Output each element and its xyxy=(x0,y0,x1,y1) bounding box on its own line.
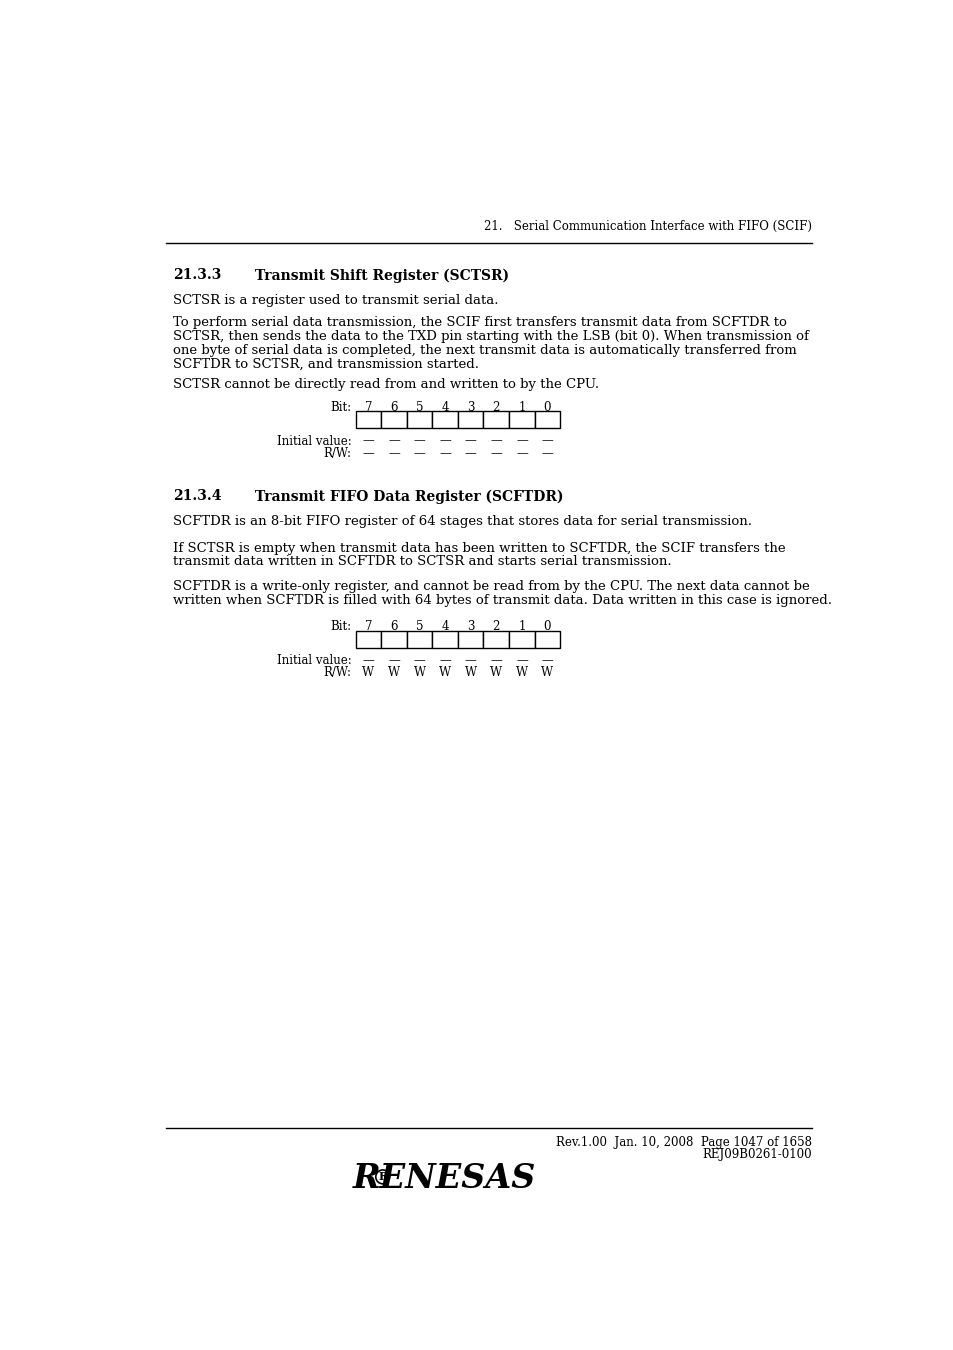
Text: W: W xyxy=(516,667,527,679)
Text: Bit:: Bit: xyxy=(331,620,352,633)
Text: —: — xyxy=(388,653,399,667)
Text: —: — xyxy=(438,435,451,448)
Text: 7: 7 xyxy=(364,620,372,633)
Text: —: — xyxy=(414,435,425,448)
Bar xyxy=(509,412,534,428)
Text: —: — xyxy=(414,653,425,667)
Bar xyxy=(355,630,381,648)
Text: R/W:: R/W: xyxy=(323,667,352,679)
Text: 6: 6 xyxy=(390,620,397,633)
Text: —: — xyxy=(541,653,553,667)
Text: 2: 2 xyxy=(492,401,499,413)
Text: —: — xyxy=(516,435,527,448)
Text: To perform serial data transmission, the SCIF first transfers transmit data from: To perform serial data transmission, the… xyxy=(173,316,786,329)
Bar xyxy=(534,412,559,428)
Text: one byte of serial data is completed, the next transmit data is automatically tr: one byte of serial data is completed, th… xyxy=(173,344,797,356)
Text: Rev.1.00  Jan. 10, 2008  Page 1047 of 1658: Rev.1.00 Jan. 10, 2008 Page 1047 of 1658 xyxy=(556,1137,811,1149)
Text: —: — xyxy=(490,653,501,667)
Text: W: W xyxy=(490,667,502,679)
Text: —: — xyxy=(362,447,374,460)
Text: —: — xyxy=(490,435,501,448)
Text: —: — xyxy=(438,653,451,667)
Text: 21.3.3: 21.3.3 xyxy=(173,269,222,282)
Text: If SCTSR is empty when transmit data has been written to SCFTDR, the SCIF transf: If SCTSR is empty when transmit data has… xyxy=(173,541,785,555)
Text: 7: 7 xyxy=(364,401,372,413)
Text: —: — xyxy=(362,653,374,667)
Text: —: — xyxy=(464,653,476,667)
Bar xyxy=(406,412,432,428)
Text: 0: 0 xyxy=(543,401,551,413)
Text: SCFTDR to SCTSR, and transmission started.: SCFTDR to SCTSR, and transmission starte… xyxy=(173,358,479,371)
Bar xyxy=(406,630,432,648)
Text: W: W xyxy=(362,667,375,679)
Text: —: — xyxy=(516,447,527,460)
Text: W: W xyxy=(464,667,476,679)
Text: 4: 4 xyxy=(441,401,449,413)
Text: SCTSR, then sends the data to the TXD pin starting with the LSB (bit 0). When tr: SCTSR, then sends the data to the TXD pi… xyxy=(173,329,808,343)
Text: 0: 0 xyxy=(543,620,551,633)
Bar xyxy=(483,630,509,648)
Bar xyxy=(381,412,406,428)
Text: —: — xyxy=(464,447,476,460)
Bar xyxy=(457,630,483,648)
Text: R: R xyxy=(377,1172,387,1183)
Text: 1: 1 xyxy=(517,620,525,633)
Text: 5: 5 xyxy=(416,620,423,633)
Bar xyxy=(355,412,381,428)
Text: SCTSR cannot be directly read from and written to by the CPU.: SCTSR cannot be directly read from and w… xyxy=(173,378,599,390)
Text: W: W xyxy=(413,667,425,679)
Text: 6: 6 xyxy=(390,401,397,413)
Text: 2: 2 xyxy=(492,620,499,633)
Text: —: — xyxy=(414,447,425,460)
Text: 3: 3 xyxy=(466,620,474,633)
Text: 1: 1 xyxy=(517,401,525,413)
Text: written when SCFTDR is filled with 64 bytes of transmit data. Data written in th: written when SCFTDR is filled with 64 by… xyxy=(173,594,832,608)
Bar xyxy=(432,412,457,428)
Text: 5: 5 xyxy=(416,401,423,413)
Text: —: — xyxy=(541,447,553,460)
Text: RENESAS: RENESAS xyxy=(353,1162,536,1195)
Text: —: — xyxy=(516,653,527,667)
Bar xyxy=(534,630,559,648)
Text: 3: 3 xyxy=(466,401,474,413)
Bar xyxy=(457,412,483,428)
Text: W: W xyxy=(438,667,451,679)
Text: —: — xyxy=(490,447,501,460)
Text: W: W xyxy=(540,667,553,679)
Text: R/W:: R/W: xyxy=(323,447,352,460)
Text: REJ09B0261-0100: REJ09B0261-0100 xyxy=(701,1149,811,1161)
Bar xyxy=(509,630,534,648)
Text: 21.3.4: 21.3.4 xyxy=(173,489,222,504)
Text: W: W xyxy=(388,667,399,679)
Text: —: — xyxy=(388,435,399,448)
Text: —: — xyxy=(362,435,374,448)
Text: Transmit FIFO Data Register (SCFTDR): Transmit FIFO Data Register (SCFTDR) xyxy=(254,489,563,504)
Text: SCFTDR is a write-only register, and cannot be read from by the CPU. The next da: SCFTDR is a write-only register, and can… xyxy=(173,580,809,593)
Text: 4: 4 xyxy=(441,620,449,633)
Text: —: — xyxy=(388,447,399,460)
Text: SCFTDR is an 8-bit FIFO register of 64 stages that stores data for serial transm: SCFTDR is an 8-bit FIFO register of 64 s… xyxy=(173,516,752,528)
Text: transmit data written in SCFTDR to SCTSR and starts serial transmission.: transmit data written in SCFTDR to SCTSR… xyxy=(173,555,672,568)
Text: —: — xyxy=(438,447,451,460)
Text: SCTSR is a register used to transmit serial data.: SCTSR is a register used to transmit ser… xyxy=(173,294,498,308)
Text: Initial value:: Initial value: xyxy=(276,435,352,448)
Text: Initial value:: Initial value: xyxy=(276,653,352,667)
Bar xyxy=(483,412,509,428)
Text: Transmit Shift Register (SCTSR): Transmit Shift Register (SCTSR) xyxy=(254,269,509,282)
Bar xyxy=(381,630,406,648)
Text: —: — xyxy=(541,435,553,448)
Text: —: — xyxy=(464,435,476,448)
Text: 21.   Serial Communication Interface with FIFO (SCIF): 21. Serial Communication Interface with … xyxy=(483,220,811,232)
Bar xyxy=(432,630,457,648)
Text: Bit:: Bit: xyxy=(331,401,352,413)
